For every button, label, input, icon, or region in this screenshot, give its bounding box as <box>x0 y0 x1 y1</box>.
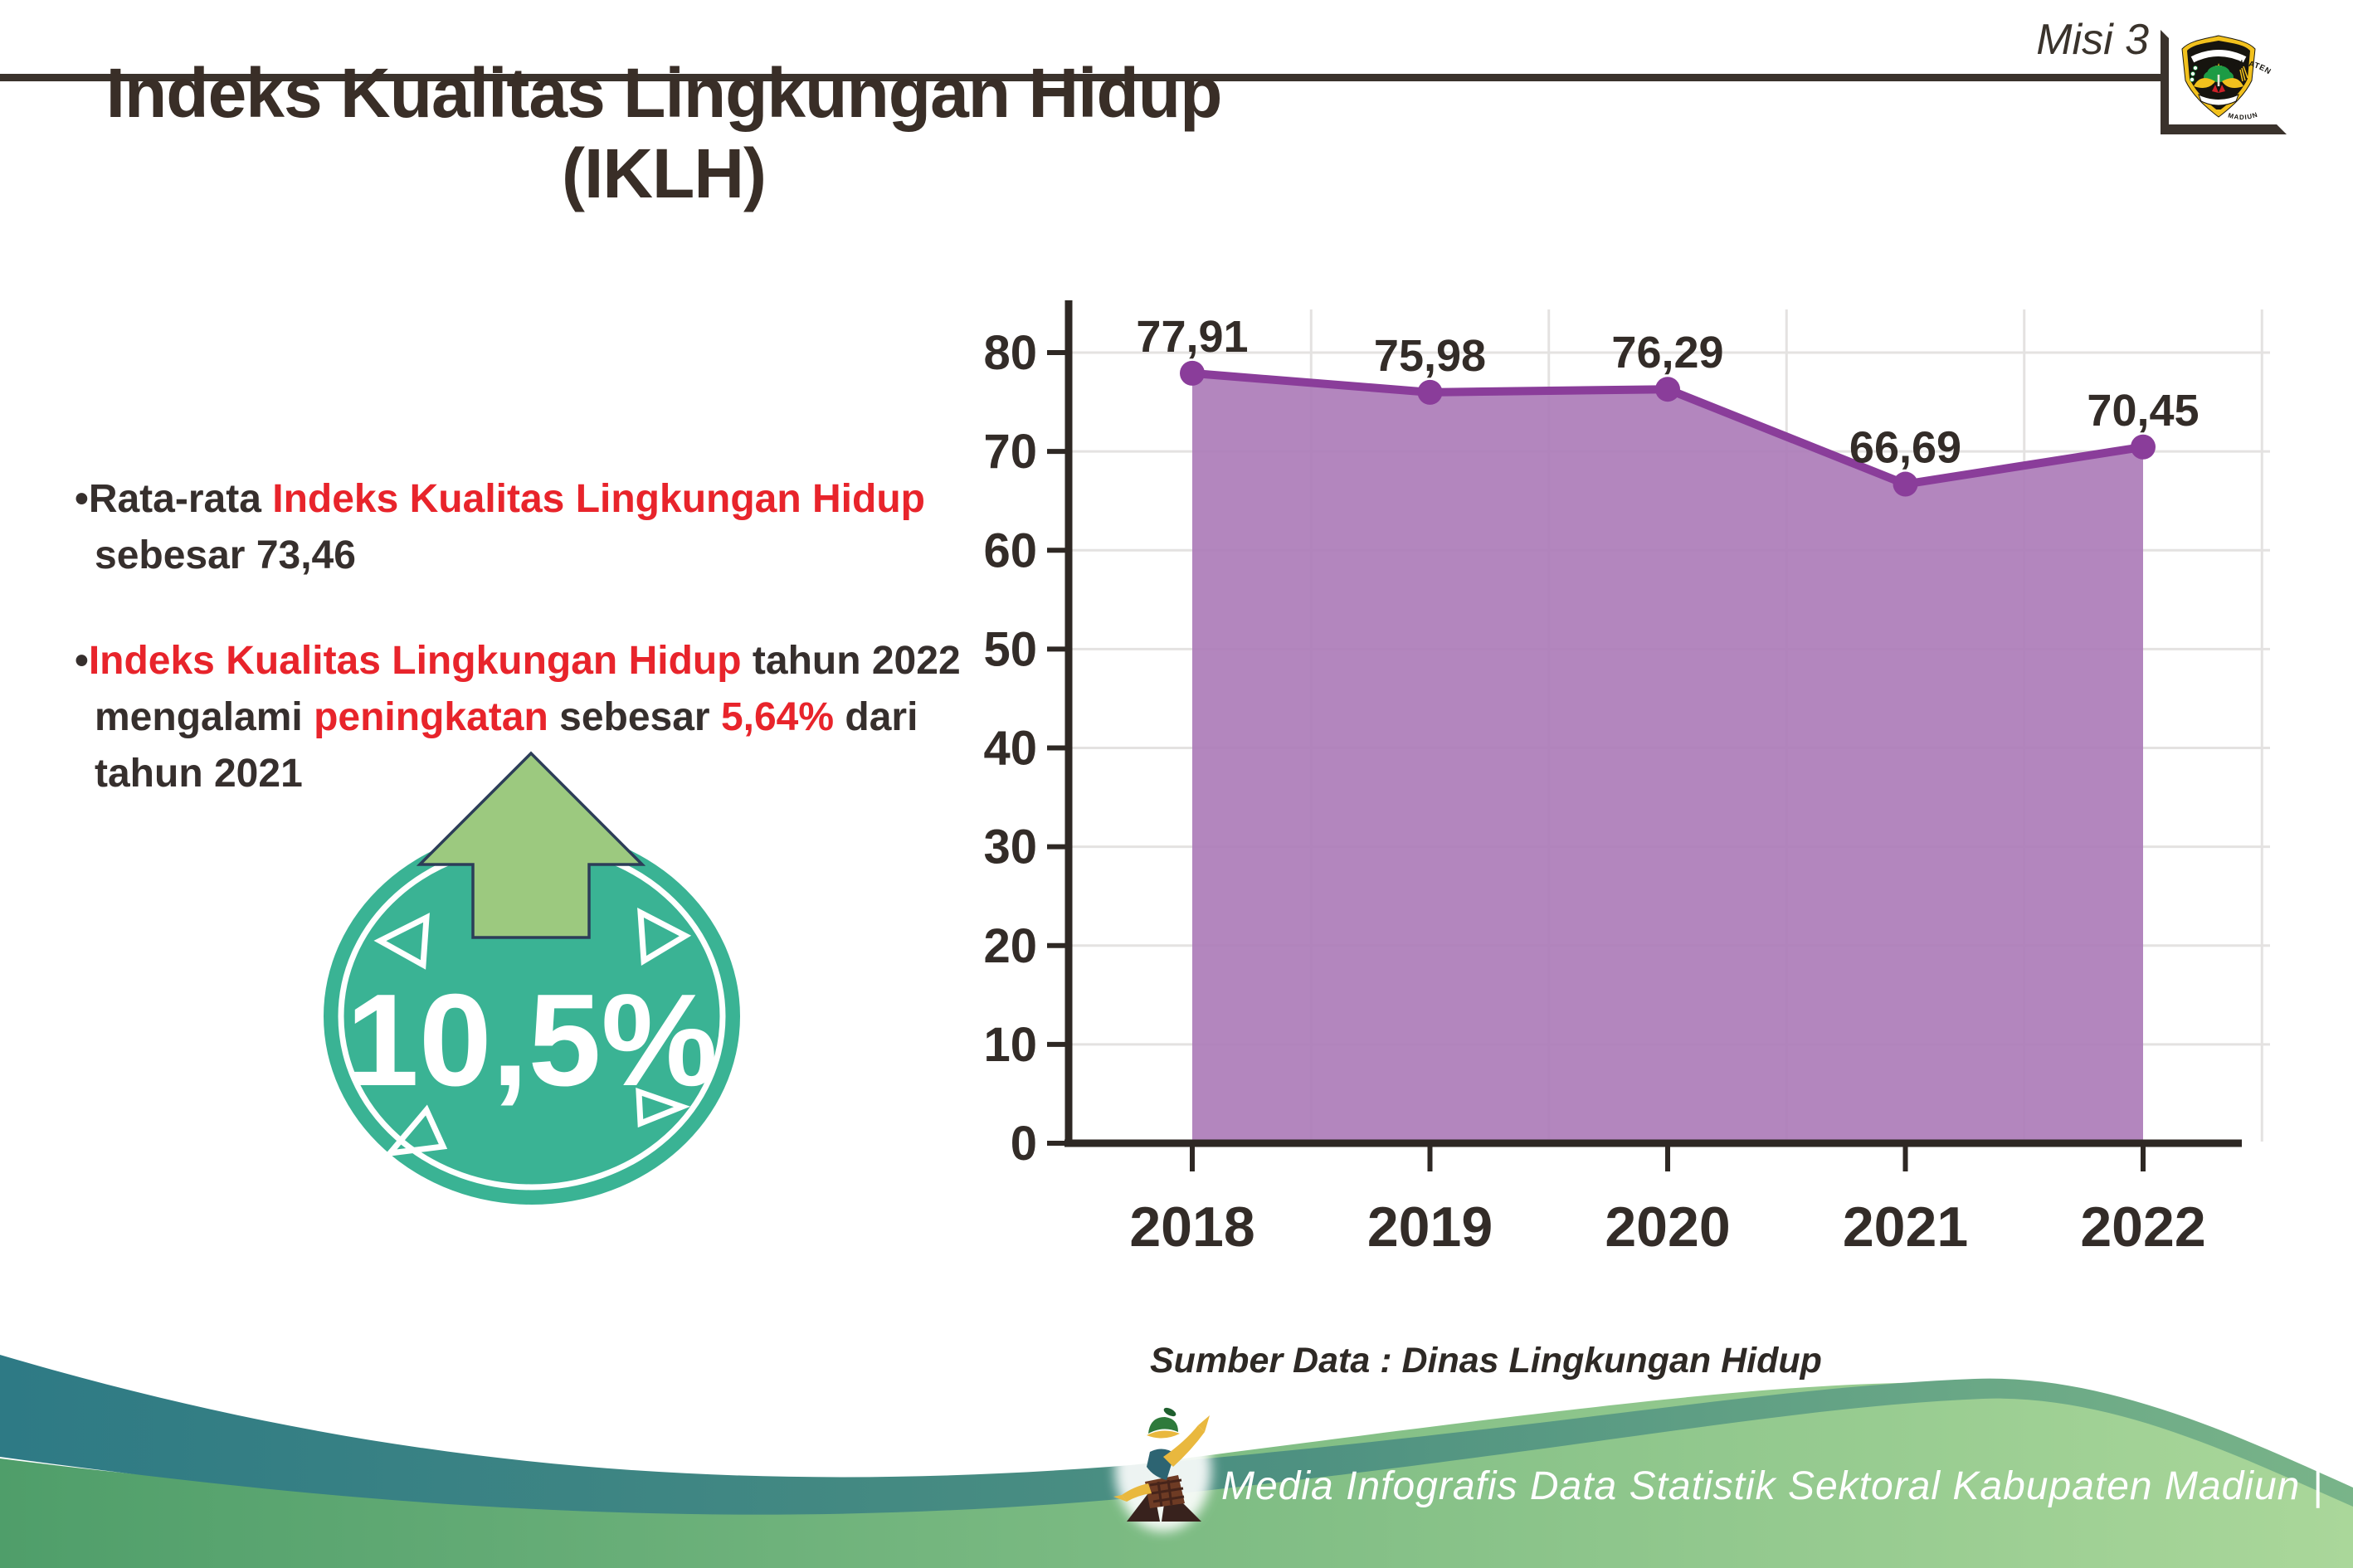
area-fill <box>1192 373 2143 1144</box>
y-tick-label: 0 <box>1011 1117 1037 1171</box>
data-point-marker <box>1417 379 1443 405</box>
data-label: 75,98 <box>1374 331 1486 381</box>
text-segment: dari <box>834 695 918 739</box>
bullet-text: Indeks Kualitas Lingkungan Hidup tahun 2… <box>89 639 961 796</box>
data-point-marker <box>1655 377 1680 402</box>
badge-spark-nw <box>373 913 430 970</box>
header-rule <box>0 74 2163 81</box>
text-segment: mengalami <box>95 695 314 739</box>
x-tick-label: 2019 <box>1367 1195 1493 1259</box>
y-tick-label: 70 <box>983 425 1037 479</box>
x-tick-label: 2021 <box>1843 1195 1968 1259</box>
y-tick-label: 50 <box>983 622 1037 676</box>
badge-spark-sw <box>382 1104 448 1157</box>
bullet-increase-iklh: •Indeks Kualitas Lingkungan Hidup tahun … <box>75 633 1024 802</box>
badge-value: 10,5% <box>346 967 718 1113</box>
x-tick-label: 2018 <box>1129 1195 1254 1259</box>
footer-caption: Media Infografis Data Statistik Sektoral… <box>1221 1464 2324 1508</box>
data-point-marker <box>1893 471 1918 497</box>
y-tick-label: 30 <box>983 821 1037 874</box>
kabupaten-madiun-logo: KABUPATEN ★ MADIUN <box>2181 35 2273 121</box>
bullet-marker: • <box>75 477 89 521</box>
y-tick-label: 80 <box>983 326 1037 380</box>
bullet-average-iklh: •Rata-rata Indeks Kualitas Lingkungan Hi… <box>75 471 1024 584</box>
badge-spark-ne <box>637 908 692 966</box>
text-segment: Indeks Kualitas Lingkungan Hidup <box>272 477 925 521</box>
y-tick-label: 10 <box>983 1018 1037 1072</box>
up-arrow-icon <box>416 751 646 939</box>
x-tick-label: 2020 <box>1605 1195 1730 1259</box>
text-segment: Rata-rata <box>88 477 273 521</box>
data-label: 77,91 <box>1136 312 1248 362</box>
data-label: 70,45 <box>2087 386 2199 436</box>
badge-spark-se <box>636 1087 691 1128</box>
y-tick-label: 20 <box>983 919 1037 973</box>
misi-label: Misi 3 <box>2036 16 2149 64</box>
text-segment: sebesar 73,46 <box>95 533 356 577</box>
y-tick-label: 40 <box>983 722 1037 776</box>
source-note: Sumber Data : Dinas Lingkungan Hidup <box>1150 1341 1822 1381</box>
text-segment: peningkatan <box>314 695 548 739</box>
frame-horizontal-bar <box>2161 124 2287 134</box>
frame-vertical-bar <box>2161 30 2169 134</box>
data-label: 66,69 <box>1849 423 1961 473</box>
bullet-text: Rata-rata Indeks Kualitas Lingkungan Hid… <box>89 477 925 577</box>
logo-bottom-text: MADIUN <box>2227 110 2258 121</box>
data-point-marker <box>1180 360 1205 386</box>
logo-box: KABUPATEN ★ MADIUN <box>2161 30 2287 134</box>
text-segment: tahun 2021 <box>95 752 303 796</box>
y-tick-label: 60 <box>983 523 1037 577</box>
text-segment: tahun 2022 <box>741 639 961 683</box>
footer-teal-ribbon <box>0 1355 2353 1515</box>
x-tick-label: 2022 <box>2080 1195 2205 1259</box>
data-point-marker <box>2131 434 2156 460</box>
text-segment: sebesar <box>548 695 721 739</box>
page-title: Indeks Kualitas Lingkungan Hidup (IKLH) <box>105 54 1223 212</box>
bullet-marker: • <box>75 639 89 683</box>
text-segment: Indeks Kualitas Lingkungan Hidup <box>88 639 742 683</box>
data-label: 76,29 <box>1611 328 1723 377</box>
mascot-icon <box>1113 1407 1211 1531</box>
text-segment: 5,64% <box>720 695 835 739</box>
